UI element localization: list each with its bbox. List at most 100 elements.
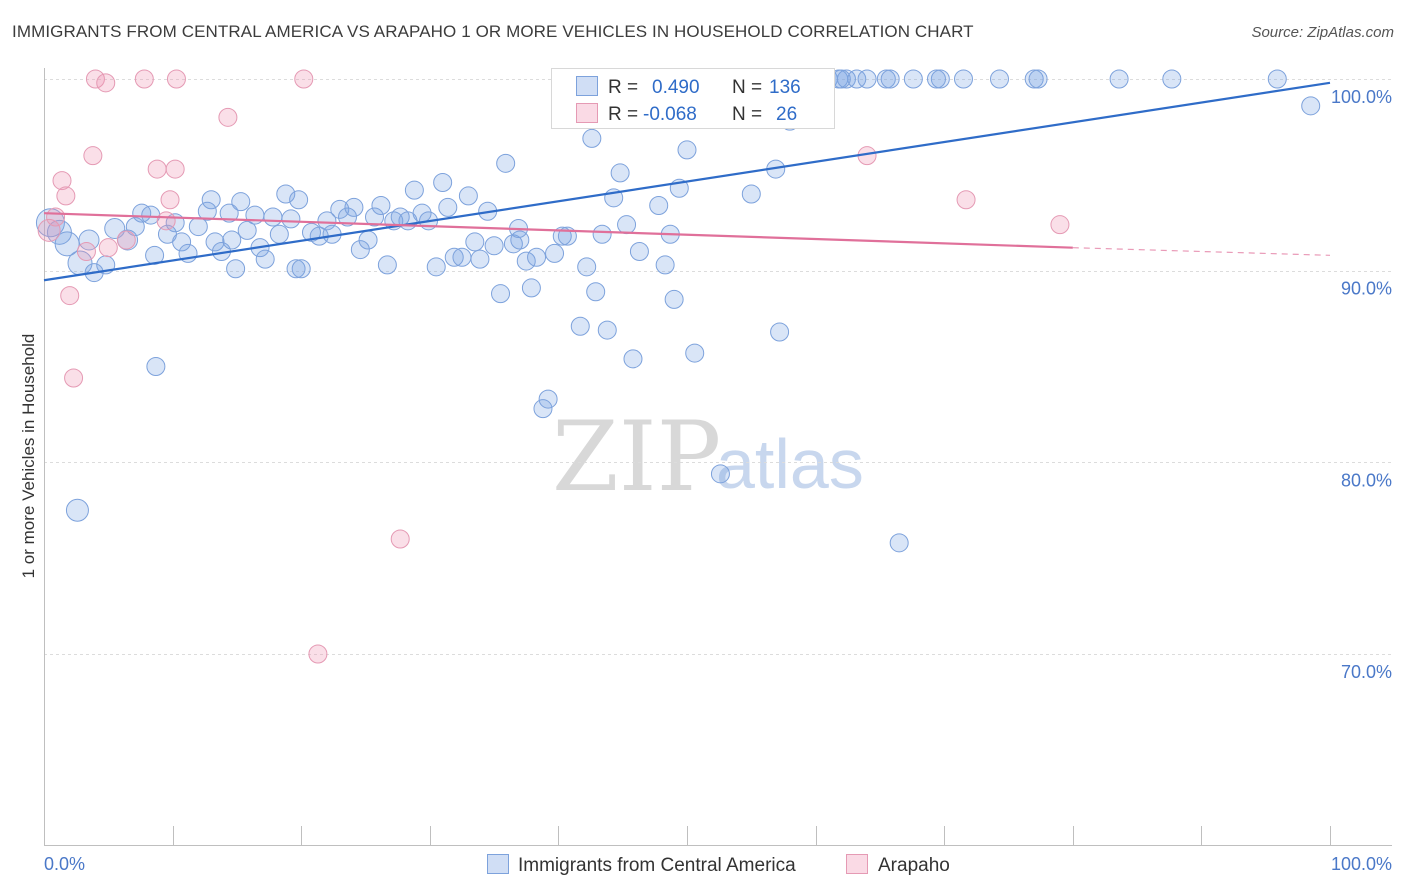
point-arapaho xyxy=(64,368,84,388)
legend-r-label-1: R = xyxy=(608,77,638,98)
series-legend: Immigrants from Central America Arapaho xyxy=(487,854,950,876)
point-arapaho xyxy=(308,644,328,664)
point-central-america xyxy=(577,257,597,277)
legend-n-label-2: N = xyxy=(732,104,762,125)
point-central-america xyxy=(570,316,590,336)
point-central-america xyxy=(255,249,275,269)
point-central-america xyxy=(649,196,669,215)
point-central-america xyxy=(953,69,973,89)
point-arapaho xyxy=(76,242,96,261)
point-central-america xyxy=(291,259,311,279)
point-central-america xyxy=(597,320,617,340)
point-central-america xyxy=(276,184,296,204)
series-legend-label-2: Arapaho xyxy=(878,855,950,876)
point-arapaho xyxy=(156,211,176,231)
legend-n-value-2: 26 xyxy=(776,104,797,125)
point-arapaho xyxy=(956,190,976,210)
point-central-america xyxy=(685,343,705,363)
point-central-america xyxy=(836,69,856,89)
point-arapaho xyxy=(165,159,185,179)
point-central-america xyxy=(903,69,923,89)
point-central-america xyxy=(404,180,424,200)
chart-title: IMMIGRANTS FROM CENTRAL AMERICA VS ARAPA… xyxy=(12,22,974,41)
point-central-america xyxy=(377,255,397,275)
y-tick-label: 90.0% xyxy=(1341,279,1392,299)
point-central-america xyxy=(533,399,553,419)
series-legend-swatch-blue xyxy=(487,854,509,874)
point-central-america xyxy=(989,69,1009,89)
point-arapaho xyxy=(116,230,136,250)
point-central-america xyxy=(146,357,166,376)
point-central-america xyxy=(610,163,630,183)
point-central-america xyxy=(65,498,89,522)
point-central-america xyxy=(527,247,547,267)
point-central-america xyxy=(438,197,458,217)
legend-r-value-1: 0.490 xyxy=(652,77,700,98)
point-central-america xyxy=(426,257,446,277)
point-central-america xyxy=(219,203,239,223)
point-central-america xyxy=(1301,96,1321,116)
point-central-america xyxy=(770,322,790,342)
trend-line-arapaho xyxy=(43,212,1073,249)
point-central-america xyxy=(365,207,385,227)
point-central-america xyxy=(926,69,946,89)
point-central-america xyxy=(237,220,257,240)
point-arapaho xyxy=(166,69,186,89)
point-central-america xyxy=(1162,69,1182,89)
point-central-america xyxy=(465,232,485,252)
point-central-america xyxy=(458,186,478,206)
point-central-america xyxy=(54,231,80,257)
point-arapaho xyxy=(1050,215,1070,235)
point-central-america xyxy=(857,69,877,89)
y-tick-label: 80.0% xyxy=(1341,470,1392,490)
point-central-america xyxy=(201,190,221,210)
point-central-america xyxy=(337,207,357,227)
point-central-america xyxy=(623,349,643,369)
point-arapaho xyxy=(390,529,410,549)
data-points xyxy=(35,69,1321,664)
point-central-america xyxy=(880,69,900,89)
x-tick-label-min: 0.0% xyxy=(44,854,85,874)
point-central-america xyxy=(222,230,242,250)
point-central-america xyxy=(629,242,649,261)
point-central-america xyxy=(263,207,283,227)
point-central-america xyxy=(330,199,350,219)
point-central-america xyxy=(831,69,851,89)
gridlines xyxy=(44,79,1392,655)
point-central-america xyxy=(1028,69,1048,89)
point-central-america xyxy=(847,69,867,89)
point-central-america xyxy=(521,278,541,298)
point-arapaho xyxy=(46,207,66,227)
watermark-atlas: atlas xyxy=(716,425,864,503)
point-central-america xyxy=(1109,69,1129,89)
legend-n-value-1: 136 xyxy=(769,77,801,98)
x-axis-ticks xyxy=(173,826,1331,845)
y-tick-labels: 70.0% 80.0% 90.0% 100.0% xyxy=(1331,87,1392,682)
y-tick-label: 70.0% xyxy=(1341,662,1392,682)
trend-lines xyxy=(43,81,1331,282)
point-central-america xyxy=(226,259,246,279)
point-arapaho xyxy=(96,73,116,93)
point-arapaho xyxy=(60,286,80,306)
point-central-america xyxy=(350,240,370,260)
point-arapaho xyxy=(218,107,238,127)
point-central-america xyxy=(78,229,100,251)
y-tick-label: 100.0% xyxy=(1331,87,1392,107)
point-central-america xyxy=(433,173,453,192)
point-central-america xyxy=(545,243,565,263)
trend-line-central-america xyxy=(43,81,1331,282)
source-label: Source: ZipAtlas.com xyxy=(1251,24,1394,41)
point-central-america xyxy=(592,224,612,244)
point-arapaho xyxy=(294,69,314,89)
point-central-america xyxy=(655,255,675,275)
point-central-america xyxy=(444,247,464,267)
point-central-america xyxy=(491,284,511,304)
legend-r-value-2: -0.068 xyxy=(643,104,697,125)
point-central-america xyxy=(371,196,391,215)
series-legend-swatch-pink xyxy=(846,854,868,874)
point-central-america xyxy=(617,215,637,235)
stats-legend-frame xyxy=(551,68,835,129)
legend-swatch-blue xyxy=(576,76,598,96)
point-central-america xyxy=(452,247,472,267)
point-arapaho xyxy=(56,186,76,206)
